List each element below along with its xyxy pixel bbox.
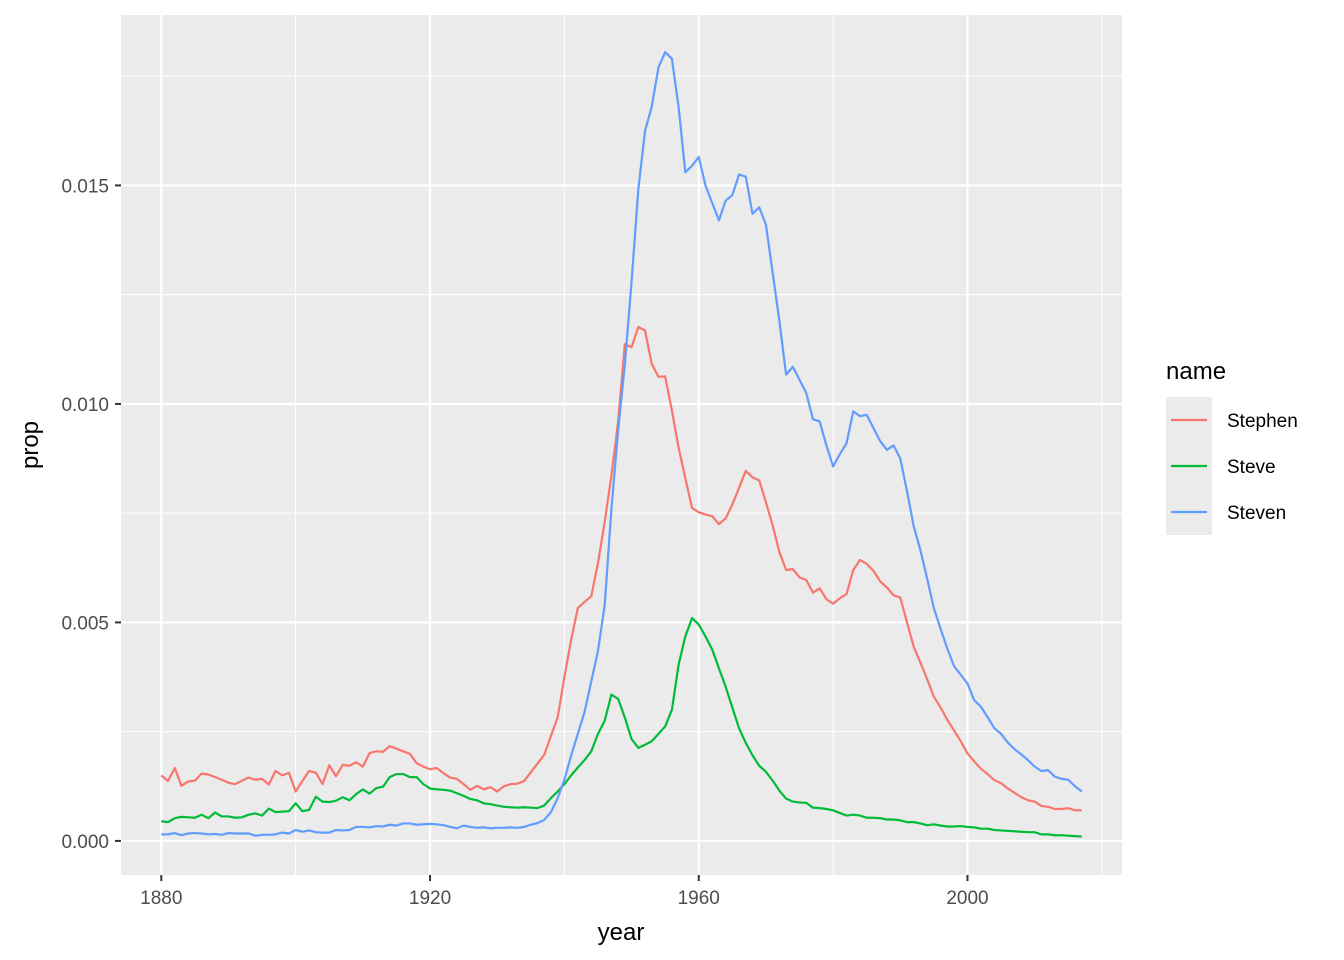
series-line-steven (161, 51, 1083, 837)
y-tick-label: 0.010 (61, 395, 109, 416)
x-axis-title: year (598, 919, 645, 946)
legend-items: Stephen Steve Steven (1166, 397, 1298, 535)
x-tick-label: 1920 (409, 888, 451, 909)
legend-label-steven: Steven (1227, 503, 1286, 524)
legend-label-stephen: Stephen (1227, 411, 1298, 432)
series-lines (160, 51, 1083, 838)
y-tick-label: 0.015 (61, 176, 109, 197)
x-axis: 1880 1920 1960 2000 (140, 875, 989, 909)
legend-label-steve: Steve (1227, 457, 1276, 478)
series-line-steve (161, 616, 1082, 838)
y-tick-label: 0.005 (61, 613, 109, 634)
series-line-stephen (160, 325, 1082, 812)
x-tick-label: 1880 (140, 888, 182, 909)
y-axis-title: prop (17, 421, 44, 469)
x-tick-label: 2000 (946, 888, 988, 909)
y-tick-label: 0.000 (61, 832, 109, 853)
x-tick-label: 1960 (678, 888, 720, 909)
y-axis: 0.000 0.005 0.010 0.015 (61, 176, 121, 853)
plot-panel (121, 15, 1122, 875)
minor-gridlines (121, 15, 1122, 875)
legend-title: name (1166, 358, 1226, 385)
legend: name Stephen Steve Steven (1166, 358, 1298, 535)
